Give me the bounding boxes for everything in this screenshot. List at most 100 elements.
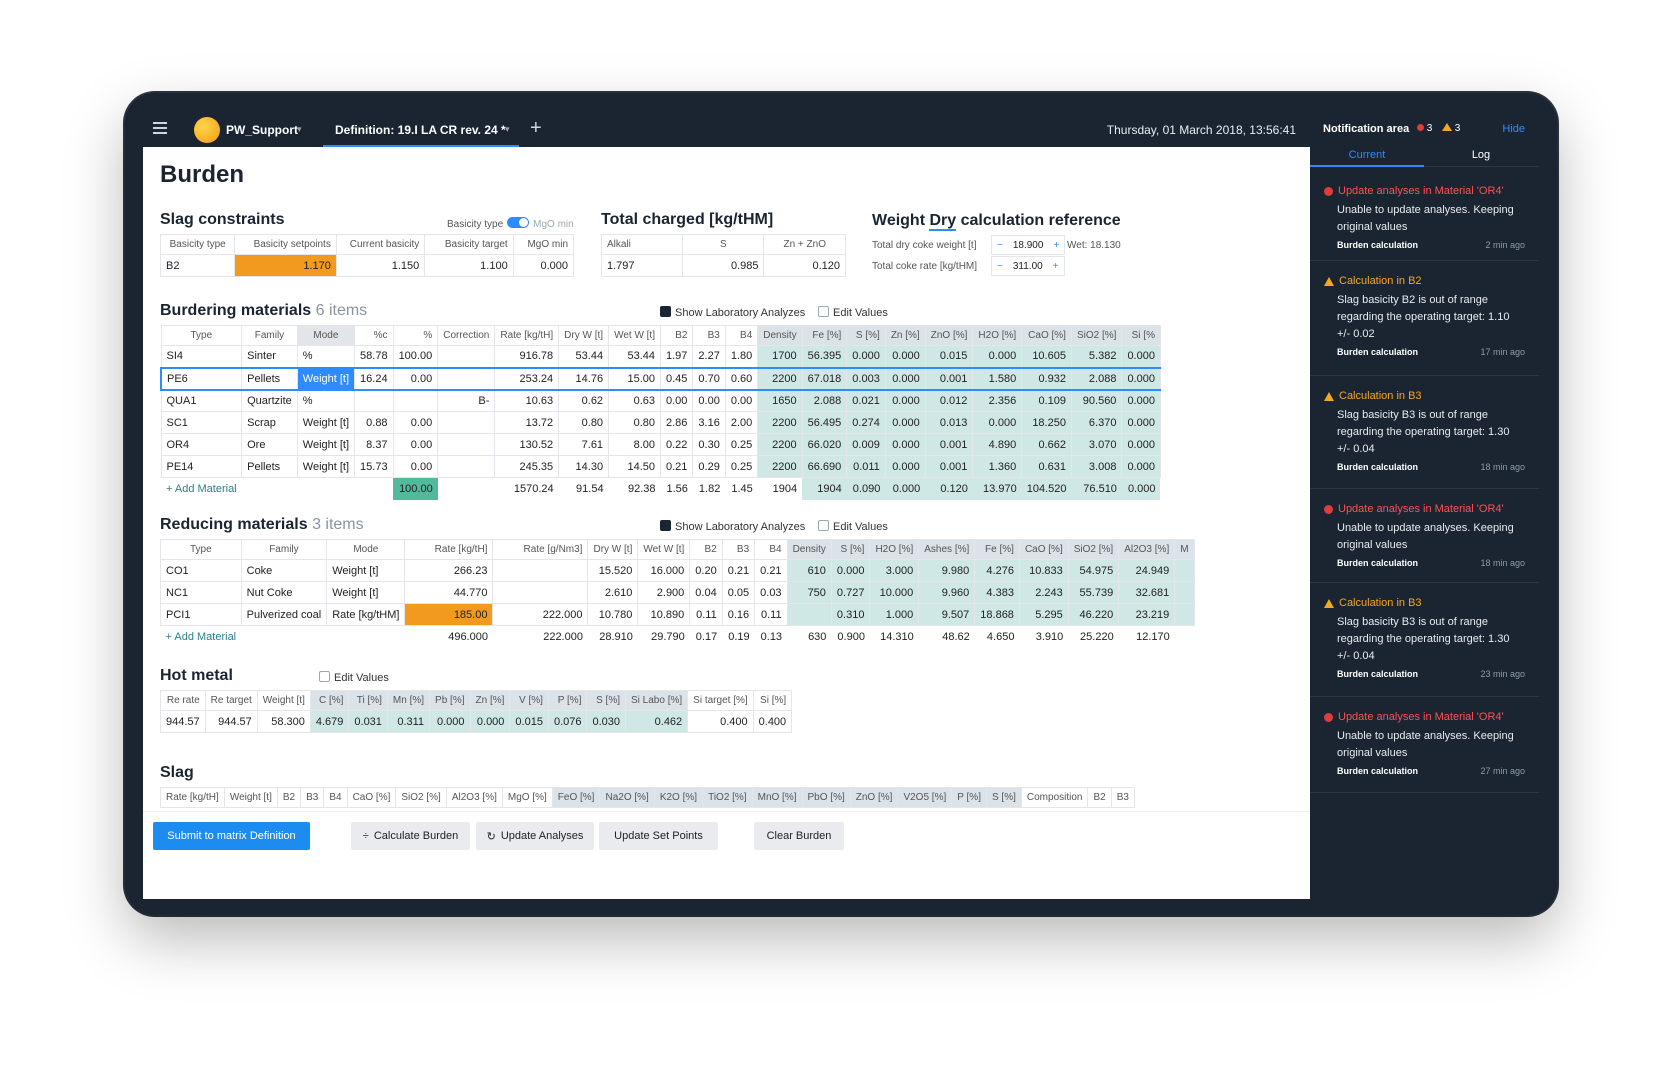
column-header[interactable]: Dry W [t] <box>558 325 610 346</box>
column-header[interactable]: Zn + ZnO <box>763 234 846 255</box>
hide-notifications-link[interactable]: Hide <box>1502 123 1525 135</box>
column-header[interactable]: Fe [%] <box>974 539 1020 560</box>
column-header[interactable]: V2O5 [%] <box>897 787 953 808</box>
update-analyses-button[interactable]: ↻ Update Analyses <box>476 822 594 850</box>
edit-values-checkbox-reducing[interactable]: Edit Values <box>818 520 888 533</box>
column-header[interactable]: ZnO [%] <box>849 787 899 808</box>
column-header[interactable]: B4 <box>323 787 348 808</box>
table-row[interactable]: PCI1 Pulverized coal Rate [kg/tHM] 185.00 22… <box>160 603 1195 626</box>
submit-to-matrix-button[interactable]: Submit to matrix Definition <box>153 822 310 850</box>
column-header[interactable]: Ti [%] <box>348 690 388 711</box>
column-header[interactable]: Basicity target <box>424 234 514 255</box>
add-material-link[interactable]: + Add Material <box>165 630 237 643</box>
column-header[interactable]: Mode <box>326 539 406 560</box>
column-header[interactable]: V [%] <box>509 690 549 711</box>
column-header[interactable]: CaO [%] <box>1021 325 1072 346</box>
column-header[interactable]: MgO [%] <box>501 787 553 808</box>
user-name[interactable]: PW_Support <box>226 123 298 137</box>
decrement-icon[interactable]: − <box>997 239 1003 251</box>
column-header[interactable]: Si [%] <box>752 690 793 711</box>
table-row[interactable]: CO1 Coke Weight [t] 266.23 15.520 16.000 0.20 0… <box>160 559 1195 582</box>
show-lab-analyzes-checkbox-reducing[interactable]: Show Laboratory Analyzes <box>660 520 805 533</box>
column-header[interactable]: Family <box>241 325 298 346</box>
dry-coke-weight-stepper[interactable]: −18.900 + <box>991 235 1066 255</box>
column-header[interactable]: Si target [%] <box>687 690 754 711</box>
basicity-setpoint-input[interactable]: 1.170 <box>234 254 337 277</box>
column-header[interactable]: B2 <box>689 539 723 560</box>
column-header[interactable]: Family <box>240 539 328 560</box>
table-row[interactable]: OR4 Ore Weight [t] 8.37 0.00 130.52 7.61 8.00 0.… <box>160 433 1161 456</box>
column-header[interactable]: Rate [kg/tH] <box>494 325 560 346</box>
tab-definition[interactable]: Definition: 19.I LA CR rev. 24 * ▾ <box>323 111 519 147</box>
column-header[interactable]: SiO2 [%] <box>1067 539 1120 560</box>
column-header[interactable]: Type <box>160 539 242 560</box>
column-header[interactable]: MgO min <box>512 234 575 255</box>
column-header[interactable]: Zn [%] <box>884 325 926 346</box>
column-header[interactable]: MnO [%] <box>751 787 803 808</box>
column-header[interactable]: B2 <box>276 787 302 808</box>
checkbox-checked-icon[interactable] <box>660 306 671 317</box>
table-row[interactable]: PE6 Pellets Weight [t] 16.24 0.00 253.24 14.76… <box>160 366 1161 391</box>
column-header[interactable]: Rate [g/Nm3] <box>492 539 589 560</box>
table-row[interactable]: QUA1 Quartzite% B- 10.63 0.62 0.63 0.00 0.00 0.0… <box>160 389 1161 412</box>
column-header[interactable]: Mn [%] <box>386 690 431 711</box>
column-header[interactable]: B2 <box>1087 787 1112 808</box>
add-tab-icon[interactable]: + <box>530 117 542 139</box>
checkbox-icon[interactable] <box>818 520 829 531</box>
hot-metal-edit-values-checkbox[interactable]: Edit Values <box>319 671 389 684</box>
column-header[interactable]: B2 <box>659 325 694 346</box>
column-header[interactable]: Wet W [t] <box>637 539 691 560</box>
tab-current[interactable]: Current <box>1310 149 1424 167</box>
checkbox-icon[interactable] <box>818 306 829 317</box>
column-header[interactable]: Al2O3 [%] <box>445 787 503 808</box>
column-header[interactable]: S <box>682 234 765 255</box>
basicity-type-toggle[interactable]: Basicity type MgO min <box>447 217 574 230</box>
column-header[interactable]: Dry W [t] <box>587 539 639 560</box>
weight-ref-mode-dry[interactable]: Dry <box>929 212 957 231</box>
column-header[interactable]: B3 <box>721 539 756 560</box>
column-header[interactable]: H2O [%] <box>869 539 920 560</box>
column-header[interactable]: Si Labo [%] <box>625 690 689 711</box>
column-header[interactable]: M <box>1174 539 1195 560</box>
column-header[interactable]: K2O [%] <box>653 787 704 808</box>
column-header[interactable]: Fe [%] <box>801 325 848 346</box>
column-header[interactable]: Weight [t] <box>223 787 278 808</box>
coke-rate-stepper[interactable]: −311.00 + <box>991 256 1065 276</box>
column-header[interactable]: FeO [%] <box>551 787 601 808</box>
column-header[interactable]: Al2O3 [%] <box>1118 539 1176 560</box>
column-header[interactable]: B4 <box>724 325 759 346</box>
column-header[interactable]: Density <box>786 539 832 560</box>
column-header[interactable]: C [%] <box>309 690 350 711</box>
column-header[interactable]: S [%] <box>586 690 627 711</box>
column-header[interactable]: S [%] <box>830 539 871 560</box>
increment-icon[interactable]: + <box>1053 239 1060 251</box>
tab-log[interactable]: Log <box>1471 149 1491 161</box>
avatar[interactable] <box>194 117 220 143</box>
update-set-points-button[interactable]: Update Set Points <box>599 822 718 850</box>
checkbox-checked-icon[interactable] <box>660 520 671 531</box>
column-header[interactable]: Current basicity <box>335 234 426 255</box>
notification-card[interactable]: Update analyses in Material 'OR4' Unable … <box>1310 171 1539 261</box>
basicity-toggle-switch[interactable] <box>507 217 530 228</box>
column-header[interactable]: SiO2 [%] <box>395 787 447 808</box>
column-header[interactable]: P [%] <box>951 787 987 808</box>
clear-burden-button[interactable]: Clear Burden <box>754 822 844 850</box>
dry-coke-weight-value[interactable]: 18.900 <box>1012 239 1044 251</box>
column-header[interactable]: PbO [%] <box>801 787 851 808</box>
notification-card[interactable]: Update analyses in Material 'OR4' Unable … <box>1310 697 1539 793</box>
column-header[interactable]: Rate [kg/tH] <box>404 539 494 560</box>
column-header[interactable]: B3 <box>1110 787 1135 808</box>
column-header[interactable]: Na2O [%] <box>599 787 655 808</box>
mode-select[interactable]: Weight [t] <box>296 366 356 391</box>
hamburger-menu-icon[interactable] <box>153 122 167 134</box>
column-header[interactable]: Ashes [%] <box>918 539 976 560</box>
column-header[interactable]: CaO [%] <box>346 787 397 808</box>
column-header[interactable]: SiO2 [%] <box>1070 325 1123 346</box>
notification-card[interactable]: Calculation in B2 Slag basicity B2 is out… <box>1310 261 1539 376</box>
column-header[interactable]: Composition <box>1020 787 1089 808</box>
rate-input[interactable]: 185.00 <box>404 603 494 626</box>
column-header[interactable]: Zn [%] <box>469 690 511 711</box>
column-header[interactable]: S [%] <box>846 325 886 346</box>
column-header[interactable]: Rate [kg/tH] <box>160 787 225 808</box>
column-header[interactable]: Type <box>160 325 243 346</box>
